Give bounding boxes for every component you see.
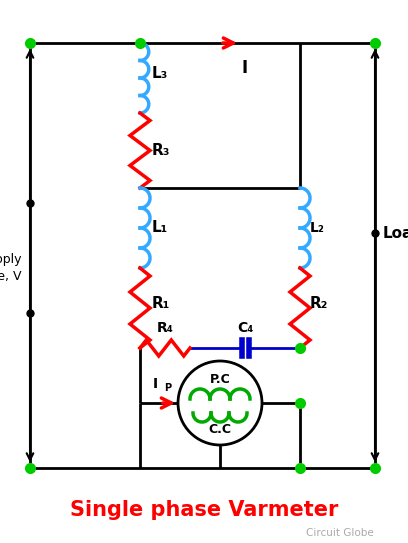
Text: P.C: P.C (210, 374, 231, 387)
Text: R₄: R₄ (157, 321, 173, 335)
Text: R₁: R₁ (152, 295, 171, 311)
Text: R₃: R₃ (152, 143, 171, 158)
Text: R₂: R₂ (310, 295, 328, 311)
Text: L₂: L₂ (310, 221, 325, 235)
Text: C.C: C.C (208, 422, 231, 435)
Text: I: I (242, 59, 248, 77)
Text: L₃: L₃ (152, 66, 169, 80)
Text: I: I (153, 377, 158, 391)
Text: Load: Load (383, 225, 408, 241)
Text: P: P (164, 383, 171, 393)
Text: L₁: L₁ (152, 220, 168, 236)
Text: C₄: C₄ (237, 321, 253, 335)
Text: Circuit Globe: Circuit Globe (306, 528, 374, 538)
Text: Supply
Voltage, V: Supply Voltage, V (0, 253, 22, 283)
Text: Single phase Varmeter: Single phase Varmeter (70, 500, 338, 520)
